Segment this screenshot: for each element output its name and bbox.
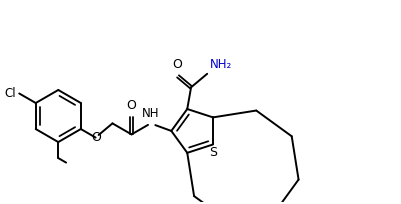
Text: S: S	[209, 146, 217, 159]
Text: O: O	[172, 58, 182, 71]
Text: O: O	[126, 99, 136, 112]
Text: Cl: Cl	[4, 87, 16, 100]
Text: NH: NH	[142, 107, 159, 120]
Text: O: O	[91, 131, 101, 144]
Text: NH₂: NH₂	[209, 58, 231, 71]
